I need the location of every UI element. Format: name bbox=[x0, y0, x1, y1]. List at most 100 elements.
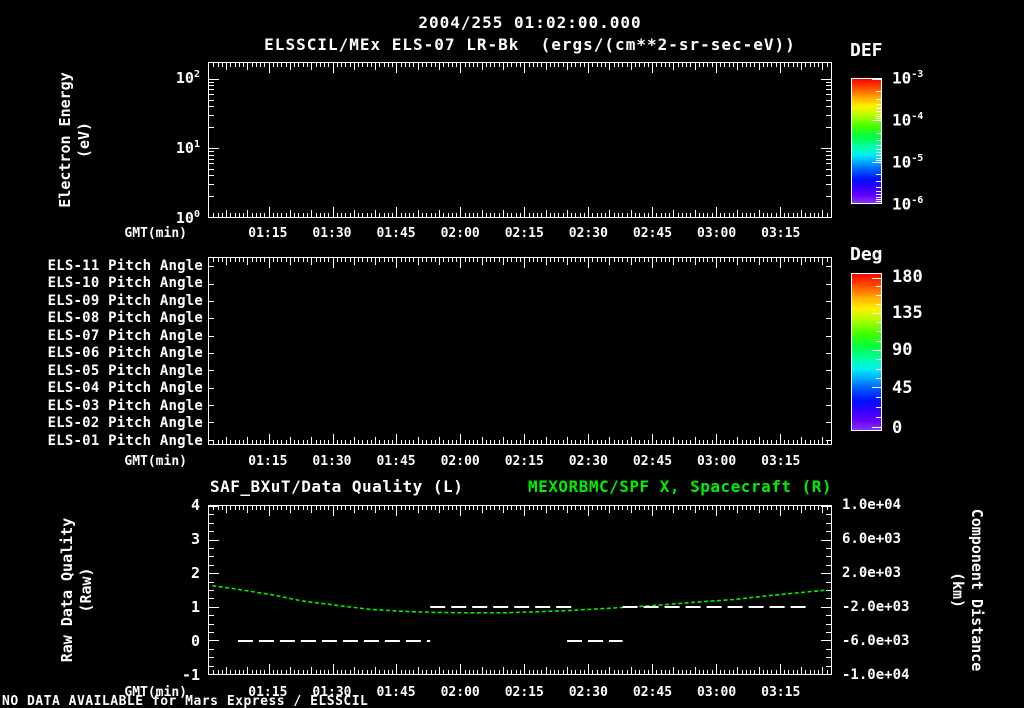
tick-mark bbox=[447, 213, 449, 217]
tick-mark bbox=[213, 440, 215, 444]
tick-mark bbox=[579, 506, 581, 510]
tick-mark bbox=[588, 664, 590, 674]
tick-mark bbox=[268, 207, 270, 217]
distance-ytick-label: -2.0e+03 bbox=[842, 599, 910, 615]
tick-mark bbox=[366, 258, 368, 262]
tick-mark bbox=[464, 63, 466, 67]
pitch-row-label: ELS-05 Pitch Angle bbox=[47, 362, 203, 379]
tick-mark bbox=[876, 132, 881, 134]
tick-mark bbox=[396, 664, 398, 674]
tick-mark bbox=[400, 213, 402, 217]
tick-mark bbox=[876, 155, 881, 157]
tick-mark bbox=[328, 670, 330, 674]
tick-mark bbox=[272, 63, 274, 67]
tick-mark bbox=[549, 213, 551, 217]
gmt-axis-label-top: GMT(min) bbox=[124, 226, 187, 241]
tick-mark bbox=[876, 118, 881, 120]
tick-mark bbox=[289, 63, 291, 70]
tick-mark bbox=[332, 664, 334, 674]
tick-mark bbox=[238, 213, 240, 217]
tick-mark bbox=[733, 506, 734, 510]
tick-mark bbox=[647, 258, 649, 262]
tick-mark bbox=[767, 506, 769, 510]
tick-mark bbox=[694, 437, 696, 444]
tick-mark bbox=[209, 657, 214, 659]
tick-mark bbox=[209, 318, 214, 320]
tick-mark bbox=[537, 258, 539, 262]
tick-mark bbox=[826, 632, 831, 633]
tick-mark bbox=[826, 94, 831, 96]
tick-mark bbox=[358, 440, 360, 444]
tick-mark bbox=[353, 506, 355, 513]
tick-mark bbox=[876, 368, 881, 370]
tick-mark bbox=[669, 506, 671, 510]
tick-mark bbox=[822, 667, 824, 674]
def-tick-label: 10-6 bbox=[892, 194, 924, 214]
tick-mark bbox=[741, 63, 743, 67]
tick-mark bbox=[341, 258, 343, 262]
tick-mark bbox=[600, 506, 602, 510]
tick-mark bbox=[375, 437, 377, 444]
tick-mark bbox=[566, 210, 568, 217]
tick-mark bbox=[375, 63, 377, 70]
pitch-row-label: ELS-11 Pitch Angle bbox=[47, 257, 203, 274]
tick-mark bbox=[494, 258, 496, 262]
tick-mark bbox=[358, 63, 360, 67]
tick-mark bbox=[826, 106, 831, 108]
tick-mark bbox=[801, 258, 803, 265]
tick-mark bbox=[400, 670, 402, 674]
tick-mark bbox=[801, 437, 803, 444]
tick-mark bbox=[264, 213, 266, 217]
tick-mark bbox=[409, 213, 411, 217]
tick-mark bbox=[813, 440, 815, 444]
tick-mark bbox=[443, 440, 445, 444]
tick-mark bbox=[745, 213, 747, 217]
tick-mark bbox=[583, 258, 585, 262]
tick-mark bbox=[600, 670, 602, 674]
tick-mark bbox=[209, 78, 219, 80]
tick-mark bbox=[826, 175, 831, 177]
tick-mark bbox=[528, 506, 530, 510]
tick-mark bbox=[328, 63, 330, 67]
tick-mark bbox=[451, 213, 453, 217]
tick-mark bbox=[464, 258, 466, 262]
tick-mark bbox=[600, 440, 602, 444]
tick-mark bbox=[430, 63, 432, 67]
tick-mark bbox=[876, 377, 881, 379]
tick-mark bbox=[298, 258, 300, 262]
tick-mark bbox=[298, 213, 300, 217]
tick-mark bbox=[213, 63, 215, 67]
tick-mark bbox=[434, 670, 436, 674]
tick-mark bbox=[430, 506, 432, 510]
tick-mark bbox=[217, 213, 219, 217]
tick-mark bbox=[409, 670, 411, 674]
tick-mark bbox=[443, 213, 445, 217]
tick-mark bbox=[209, 127, 214, 129]
tick-mark bbox=[801, 667, 803, 674]
tick-mark bbox=[605, 258, 607, 262]
tick-mark bbox=[872, 427, 881, 429]
tick-mark bbox=[745, 440, 747, 444]
tick-mark bbox=[826, 548, 831, 549]
tick-mark bbox=[596, 258, 598, 262]
time-tick-labels-middle: 01:15 01:30 01:45 02:00 02:15 02:30 02:45 03:00… bbox=[208, 454, 832, 470]
tick-mark bbox=[209, 154, 214, 156]
tick-mark bbox=[554, 440, 556, 444]
tick-mark bbox=[609, 506, 611, 513]
pitch-row-label: ELS-04 Pitch Angle bbox=[47, 380, 203, 396]
tick-mark bbox=[422, 440, 423, 444]
tick-mark bbox=[502, 667, 504, 674]
tick-mark bbox=[285, 670, 287, 674]
tick-mark bbox=[209, 99, 214, 101]
tick-mark bbox=[243, 440, 245, 444]
tick-mark bbox=[328, 506, 330, 510]
tick-mark bbox=[562, 63, 564, 67]
tick-mark bbox=[660, 213, 662, 217]
tick-mark bbox=[477, 213, 479, 217]
tick-mark bbox=[677, 506, 679, 510]
tick-mark bbox=[596, 506, 598, 510]
tick-mark bbox=[876, 407, 881, 409]
tick-mark bbox=[715, 258, 717, 268]
tick-mark bbox=[813, 670, 815, 674]
tick-mark bbox=[481, 258, 483, 265]
